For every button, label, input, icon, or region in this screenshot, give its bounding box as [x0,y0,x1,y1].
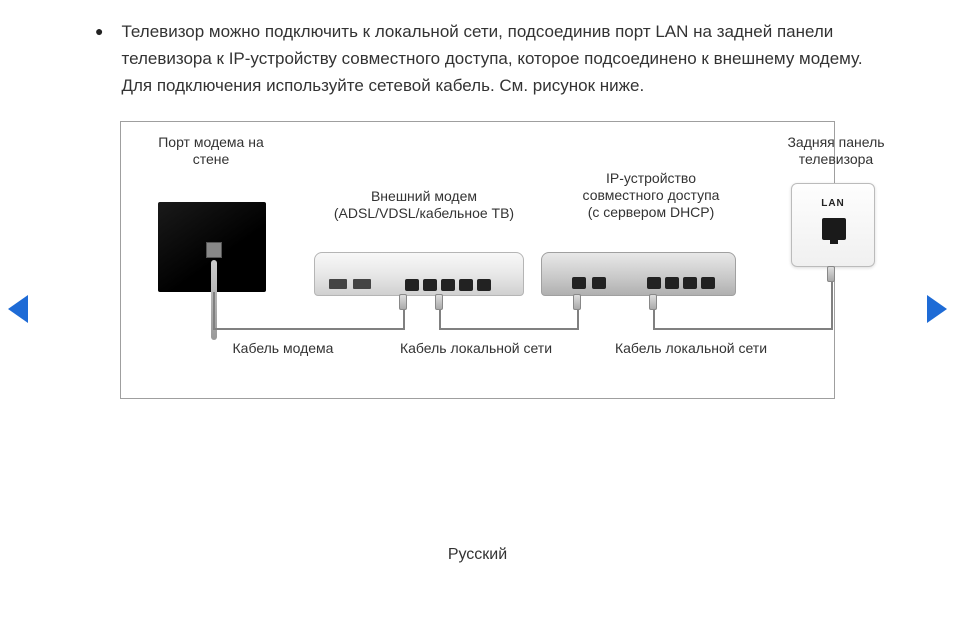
ip-sharer-icon [541,252,736,296]
instruction-text: Телевизор можно подключить к локальной с… [121,18,885,99]
cable-plug-icon [827,266,835,282]
prev-page-arrow[interactable] [8,295,28,323]
cable-line [213,292,215,328]
lan-port-text: LAN [792,198,874,209]
modem-cable-label: Кабель модема [213,340,353,357]
cable-line [653,328,831,330]
modem-label-line2: (ADSL/VDSL/кабельное ТВ) [334,205,514,221]
wall-modem-port-icon [158,202,266,292]
wall-port-label: Порт модема на стене [141,134,281,168]
tv-lan-port-icon: LAN [791,183,875,267]
page-language-footer: Русский [0,546,955,564]
external-modem-label: Внешний модем (ADSL/VDSL/кабельное ТВ) [314,188,534,222]
modem-label-line1: Внешний модем [371,188,477,204]
ip-device-line2: совместного доступа [583,187,720,203]
ip-sharer-label: IP-устройство совместного доступа (с сер… [541,170,761,221]
cable-plug-icon [435,294,443,310]
cable-plug-icon [573,294,581,310]
lan-cable-label-2: Кабель локальной сети [591,340,791,357]
ip-device-line3: (с сервером DHCP) [588,204,715,220]
page-content: ● Телевизор можно подключить к локальной… [0,0,955,399]
ip-device-line1: IP-устройство [606,170,696,186]
cable-plug-icon [649,294,657,310]
cable-line [439,328,579,330]
connection-diagram: Порт модема на стене Внешний модем (ADSL… [120,121,835,399]
tv-rear-panel-label: Задняя панель телевизора [761,134,911,168]
lan-cable-label-1: Кабель локальной сети [391,340,561,357]
next-page-arrow[interactable] [927,295,947,323]
instruction-paragraph: ● Телевизор можно подключить к локальной… [95,18,885,99]
cable-plug-icon [399,294,407,310]
cable-line [213,328,405,330]
external-modem-icon [314,252,524,296]
bullet-icon: ● [95,18,103,44]
